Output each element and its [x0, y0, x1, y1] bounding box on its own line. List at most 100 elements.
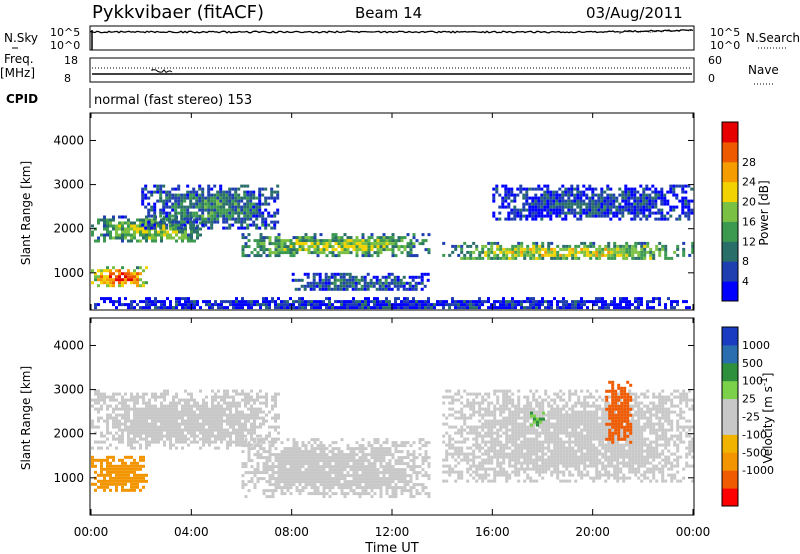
heatmap-cell: [550, 300, 553, 304]
heatmap-cell: [681, 208, 685, 212]
heatmap-cell: [487, 452, 491, 456]
heatmap-cell: [358, 465, 362, 469]
heatmap-cell: [567, 193, 571, 197]
heatmap-cell: [513, 217, 517, 221]
heatmap-cell: [412, 453, 416, 457]
heatmap-cell: [534, 193, 538, 197]
heatmap-cell: [330, 272, 334, 276]
heatmap-cell: [637, 250, 641, 254]
heatmap-cell: [184, 236, 187, 240]
heatmap-cell: [445, 300, 448, 304]
heatmap-cell: [361, 236, 365, 240]
heatmap-cell: [370, 245, 374, 249]
heatmap-cell: [384, 284, 388, 288]
heatmap-cell: [388, 303, 391, 307]
heatmap-cell: [310, 480, 314, 484]
heatmap-cell: [136, 398, 139, 402]
heatmap-cell: [277, 251, 281, 255]
heatmap-cell: [618, 217, 622, 221]
heatmap-cell: [259, 447, 263, 451]
heatmap-cell: [238, 443, 241, 447]
heatmap-cell: [121, 239, 124, 243]
heatmap-cell: [421, 300, 424, 304]
heatmap-cell: [216, 196, 220, 200]
heatmap-cell: [199, 437, 202, 441]
heatmap-cell: [124, 272, 127, 276]
heatmap-cell: [541, 300, 544, 304]
heatmap-cell: [537, 196, 541, 200]
heatmap-cell: [412, 456, 416, 460]
heatmap-cell: [643, 244, 647, 248]
heatmap-cell: [681, 196, 685, 200]
heatmap-cell: [481, 398, 485, 402]
heatmap-cell: [481, 434, 485, 438]
heatmap-cell: [217, 407, 220, 411]
heatmap-cell: [472, 437, 476, 441]
heatmap-cell: [376, 471, 380, 475]
heatmap-cell: [561, 205, 565, 209]
heatmap-cell: [370, 474, 374, 478]
heatmap-cell: [561, 202, 565, 206]
heatmap-cell: [408, 281, 412, 285]
heatmap-cell: [514, 452, 518, 456]
heatmap-cell: [292, 251, 296, 255]
heatmap-cell: [235, 437, 238, 441]
heatmap-cell: [546, 184, 550, 188]
heatmap-cell: [217, 416, 220, 420]
heatmap-cell: [240, 199, 244, 203]
heatmap-cell: [192, 214, 196, 218]
heatmap-cell: [496, 440, 500, 444]
heatmap-cell: [472, 470, 476, 474]
heatmap-cell: [372, 284, 376, 288]
heatmap-cell: [378, 278, 382, 282]
heatmap-cell: [487, 428, 491, 432]
heatmap-cell: [670, 256, 674, 260]
heatmap-cell: [370, 233, 374, 237]
heatmap-cell: [469, 467, 473, 471]
heatmap-cell: [246, 190, 250, 194]
heatmap-cell: [487, 247, 491, 251]
heatmap-cell: [345, 287, 349, 291]
heatmap-cell: [331, 303, 334, 307]
heatmap-cell: [520, 247, 524, 251]
heatmap-cell: [451, 395, 455, 399]
heatmap-cell: [406, 483, 410, 487]
heatmap-cell: [229, 422, 232, 426]
heatmap-cell: [151, 410, 154, 414]
heatmap-cell: [171, 202, 175, 206]
heatmap-cell: [142, 428, 145, 432]
heatmap-cell: [442, 464, 446, 468]
heatmap-cell: [556, 306, 559, 310]
heatmap-cell: [211, 425, 214, 429]
heatmap-cell: [91, 446, 94, 450]
heatmap-cell: [531, 199, 535, 203]
heatmap-cell: [318, 287, 322, 291]
heatmap-cell: [409, 239, 413, 243]
heatmap-cell: [613, 244, 617, 248]
heatmap-cell: [645, 196, 649, 200]
heatmap-cell: [156, 187, 160, 191]
heatmap-cell: [168, 193, 172, 197]
heatmap-cell: [511, 404, 515, 408]
heatmap-cell: [217, 419, 220, 423]
heatmap-cell: [448, 303, 451, 307]
heatmap-cell: [231, 205, 235, 209]
heatmap-cell: [177, 193, 181, 197]
heatmap-cell: [603, 211, 607, 215]
heatmap-cell: [493, 452, 497, 456]
heatmap-cell: [304, 477, 308, 481]
heatmap-cell: [406, 245, 410, 249]
heatmap-cell: [379, 242, 383, 246]
heatmap-cell: [505, 392, 509, 396]
heatmap-cell: [211, 303, 214, 307]
heatmap-cell: [552, 205, 556, 209]
heatmap-cell: [139, 464, 142, 468]
heatmap-cell: [508, 476, 512, 480]
heatmap-cell: [451, 443, 455, 447]
heatmap-cell: [508, 446, 512, 450]
heatmap-cell: [514, 404, 518, 408]
heatmap-cell: [664, 306, 667, 310]
heatmap-cell: [231, 214, 235, 218]
heatmap-cell: [133, 410, 136, 414]
heatmap-cell: [399, 281, 403, 285]
